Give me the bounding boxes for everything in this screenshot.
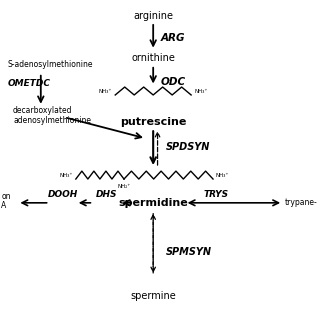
Text: S-adenosylmethionine: S-adenosylmethionine [7, 60, 93, 69]
Text: SPDSYN: SPDSYN [166, 142, 211, 152]
Text: NH₃⁺: NH₃⁺ [99, 89, 112, 94]
Text: NH₃⁺: NH₃⁺ [216, 173, 229, 178]
Text: putrescine: putrescine [120, 117, 186, 127]
Text: SPMSYN: SPMSYN [166, 247, 212, 257]
Text: spermidine: spermidine [118, 198, 188, 208]
Text: NH₂⁺: NH₂⁺ [117, 184, 131, 189]
Text: TRYS: TRYS [204, 190, 228, 199]
Text: trypane-: trypane- [284, 198, 317, 207]
Text: NH₃⁺: NH₃⁺ [194, 89, 207, 94]
Text: spermine: spermine [130, 292, 176, 301]
Text: NH₃⁺: NH₃⁺ [60, 173, 73, 178]
Text: ARG: ARG [161, 33, 185, 43]
Text: ornithine: ornithine [131, 53, 175, 63]
Text: arginine: arginine [133, 11, 173, 21]
Text: OMETDC: OMETDC [7, 79, 50, 88]
Text: ODC: ODC [161, 77, 186, 87]
Text: decarboxylated: decarboxylated [13, 106, 73, 115]
Text: adenosylmethionine: adenosylmethionine [13, 116, 91, 125]
Text: A: A [1, 202, 7, 211]
Text: on: on [1, 192, 11, 201]
Text: DOOH: DOOH [48, 190, 78, 199]
Text: DHS: DHS [96, 190, 117, 199]
